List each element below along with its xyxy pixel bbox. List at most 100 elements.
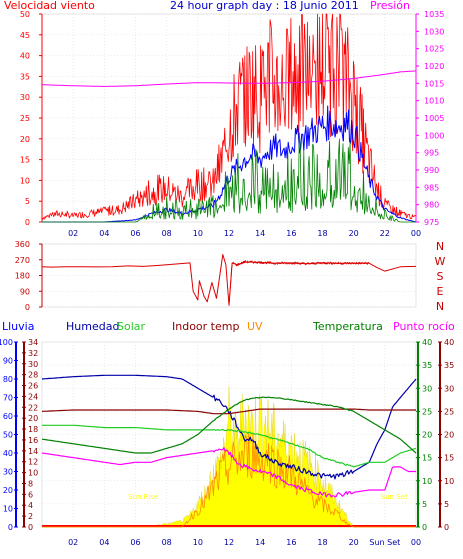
pressure-y-tick-label: 990 [424, 166, 439, 175]
wind-x-tick-label: 06 [130, 229, 140, 238]
temperature-axis-tick-label: 25 [422, 407, 432, 416]
dewpoint-axis-tick-label: 30 [444, 384, 454, 393]
wind-x-tick-label: 20 [349, 229, 359, 238]
wind-y-tick-label: 20 [20, 135, 30, 144]
direction-jitter-line [228, 260, 370, 305]
wind-x-tick-label: 12 [224, 229, 234, 238]
humidity-axis-tick-label: 18 [28, 425, 38, 434]
dewpoint-axis-tick-label: 35 [444, 361, 454, 370]
wind-x-tick-label: 14 [255, 229, 265, 238]
direction-series [41, 254, 417, 306]
humidity-axis-tick-label: 20 [28, 414, 38, 423]
wind-x-tick-label: 22 [380, 229, 390, 238]
wind-x-axis: 02 04 06 08 10 12 14 16 18 20 22 00 [68, 229, 421, 238]
multi-x-tick-label: 10 [193, 538, 203, 547]
wind-y-axis: 0 5 10 15 20 25 30 35 40 45 50 [20, 10, 43, 227]
multi-x-tick-label: Sun Set [369, 538, 400, 547]
humidity-axis-tick-label: 14 [28, 447, 38, 456]
humidity-axis-tick-label: 2 [28, 512, 33, 521]
legend-3: Indoor temp [172, 320, 239, 333]
solar-line [42, 424, 417, 468]
multi-x-tick-label: 12 [224, 538, 234, 547]
rain-axis-tick-label: 40 [3, 449, 13, 458]
wind-series [41, 13, 417, 223]
wind-x-tick-label: 02 [68, 229, 78, 238]
legend-2: Solar [117, 320, 146, 333]
compass-label-n: N [436, 300, 444, 313]
sunrise-label: Sun Rise [128, 493, 158, 501]
rain-axis-tick-label: 90 [3, 357, 13, 366]
temp-line [41, 396, 417, 454]
sunset-label: Sun Set [381, 493, 408, 501]
pressure-y-tick-label: 1005 [424, 114, 444, 123]
pressure-y-tick-label: 995 [424, 149, 439, 158]
pressure-y-tick-label: 1030 [424, 27, 444, 36]
gust-line [41, 13, 417, 220]
temperature-axis-tick-label: 15 [422, 454, 432, 463]
wind-speed-label: Velocidad viento [4, 0, 95, 12]
wind-y-tick-label: 0 [25, 218, 30, 227]
pressure-y-tick-label: 985 [424, 183, 439, 192]
dewpoint-axis-tick-label: 20 [444, 431, 454, 440]
rain-axis-tick-label: 100 [0, 338, 13, 347]
dewpoint-axis-tick-label: 15 [444, 454, 454, 463]
multi-x-tick-label: 04 [99, 538, 109, 547]
humidity-axis-tick-label: 0 [28, 523, 33, 532]
humidity-axis-tick-label: 10 [28, 469, 38, 478]
pressure-y-tick-label: 1035 [424, 10, 444, 19]
wind-y-tick-label: 40 [20, 52, 30, 61]
wind-x-tick-label: 16 [286, 229, 296, 238]
pressure-y-tick-label: 1015 [424, 79, 444, 88]
humidity-axis-tick-label: 30 [28, 360, 38, 369]
direction-y-tick-label: 180 [15, 272, 30, 281]
multi-x-tick-label: 08 [162, 538, 172, 547]
temperature-axis-tick-label: 40 [422, 338, 432, 347]
humidity-axis-tick-label: 34 [28, 338, 38, 347]
temperature-axis-tick-label: 30 [422, 384, 432, 393]
legend-5: Temperatura [312, 320, 383, 333]
multi-x-tick-label: 00 [411, 538, 421, 547]
humidity-axis-tick-label: 24 [28, 392, 38, 401]
graph-title: 24 hour graph day : 18 Junio 2011 [170, 0, 359, 12]
humidity-axis-tick-label: 26 [28, 382, 38, 391]
wind-y-tick-label: 25 [20, 114, 30, 123]
dirmark-line [42, 132, 416, 223]
direction-y-tick-label: 0 [25, 303, 30, 312]
temperature-axis-tick-label: 0 [422, 523, 427, 532]
compass-label-s: S [437, 270, 444, 283]
wind-x-tick-label: 18 [317, 229, 327, 238]
pressure-y-tick-label: 980 [424, 201, 439, 210]
humidity-axis-tick-label: 28 [28, 371, 38, 380]
dewpoint-axis-tick-label: 0 [444, 523, 449, 532]
legend-4: UV [247, 320, 263, 333]
dewpoint-axis-tick-label: 10 [444, 477, 454, 486]
compass-label-n: N [436, 240, 444, 253]
pressure-line [41, 70, 417, 87]
dewpoint-axis-tick-label: 40 [444, 338, 454, 347]
legend-1: Humedad [66, 320, 119, 333]
rain-axis-tick-label: 10 [3, 505, 13, 514]
humidity-axis-tick-label: 12 [28, 458, 38, 467]
humidity-axis-tick-label: 8 [28, 479, 33, 488]
temperature-axis-tick-label: 20 [422, 431, 432, 440]
multi-x-tick-label: 16 [286, 538, 296, 547]
legend-6: Punto rocío [393, 320, 455, 333]
humidity-axis-tick-label: 4 [28, 501, 33, 510]
temperature-axis-tick-label: 35 [422, 361, 432, 370]
wind-x-tick-label: 00 [411, 229, 421, 238]
multi-x-tick-label: 14 [255, 538, 265, 547]
compass-label-e: E [437, 285, 444, 298]
direction-y-tick-label: 90 [20, 287, 30, 296]
multi-x-tick-label: 06 [130, 538, 140, 547]
multi-x-axis: 02 04 06 08 10 12 14 16 18 20 Sun Set 00 [68, 538, 421, 547]
rain-axis-tick-label: 50 [3, 431, 13, 440]
uv-line [42, 432, 416, 528]
indoor-line [41, 408, 416, 415]
wind-x-tick-label: 04 [99, 229, 109, 238]
multi-x-tick-label: 02 [68, 538, 78, 547]
humidity-axis-tick-label: 32 [28, 349, 38, 358]
